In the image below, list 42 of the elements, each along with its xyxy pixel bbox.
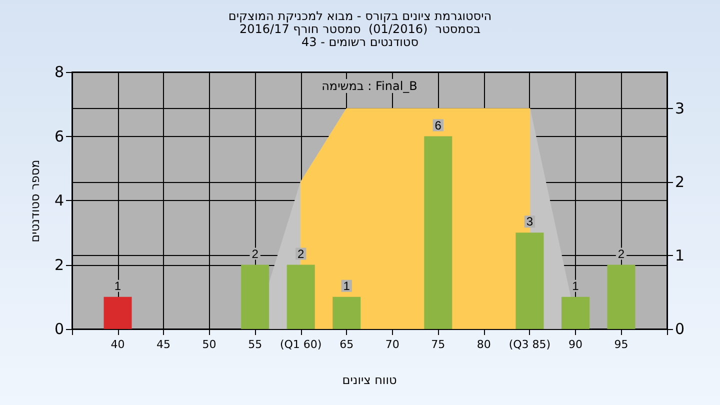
- data-label: 2: [298, 246, 304, 261]
- annotation: Final_B : במשימה: [318, 79, 420, 93]
- bar: [561, 296, 590, 329]
- x-tick-label: 45: [156, 338, 171, 351]
- chart-subtitle: בסמסטר (01/2016) סמסטר חורף 2016/17 סטודנטים רשומים - 43: [239, 22, 482, 49]
- x-tick-label: 95: [614, 338, 628, 351]
- y-tick-label: 2: [54, 256, 64, 274]
- y-tick-label: 0: [54, 320, 64, 338]
- x-tick-label: 70: [385, 338, 400, 351]
- data-label: 3: [526, 214, 534, 229]
- data-label: 2: [618, 246, 625, 261]
- bar: [286, 264, 315, 329]
- y-axis-title: מספר סטודנטים: [28, 158, 42, 244]
- bar: [104, 296, 132, 329]
- bar: [607, 264, 636, 329]
- x-tick-label: (Q3 85): [508, 338, 551, 351]
- x-axis-title: טווח ציונים: [341, 373, 398, 387]
- y2-tick-label: 3: [675, 100, 685, 118]
- y2-tick-label: 0: [675, 320, 685, 338]
- data-label: 1: [343, 278, 350, 293]
- data-label: 1: [572, 278, 580, 293]
- bar: [241, 264, 270, 329]
- x-tick-label: 40: [110, 338, 125, 351]
- x-tick-label: 80: [476, 338, 491, 351]
- y-tick-label: 6: [54, 127, 64, 146]
- chart-title: היסטוגרמת ציונים בקורס - מבוא למכניקת המוצקים: [227, 9, 493, 23]
- x-tick-label: (Q1 60): [280, 338, 322, 351]
- bar: [332, 296, 361, 329]
- x-tick-label: 90: [568, 338, 582, 351]
- x-tick-label: 65: [340, 338, 354, 351]
- y2-tick-label: 2: [675, 173, 685, 192]
- data-label: 1: [114, 278, 122, 293]
- bar: [424, 136, 452, 329]
- y-tick-label: 8: [54, 63, 64, 81]
- data-label: 2: [252, 246, 259, 261]
- y2-tick-label: 1: [675, 246, 685, 265]
- data-label: 6: [434, 118, 442, 132]
- y-tick-label: 4: [54, 192, 64, 210]
- x-tick-label: 75: [431, 338, 446, 351]
- bar: [516, 232, 544, 329]
- x-tick-label: 50: [202, 338, 216, 351]
- x-tick-label: 55: [248, 338, 262, 351]
